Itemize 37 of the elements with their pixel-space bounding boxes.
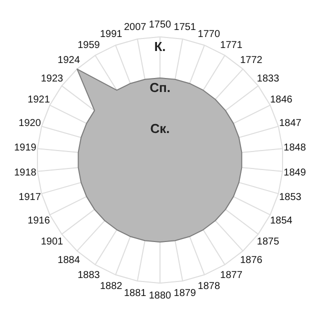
- spoke-label: 1846: [270, 94, 293, 106]
- spoke-label: 1919: [14, 142, 37, 154]
- spoke-label: 1750: [148, 20, 172, 31]
- spoke-label: 1923: [40, 73, 64, 84]
- spoke-label: 2007: [124, 22, 147, 33]
- spoke-label: 1854: [270, 215, 293, 226]
- spoke-label: 1833: [256, 73, 280, 84]
- spoke-label: 1918: [14, 167, 37, 178]
- spoke-label: 1847: [279, 118, 302, 129]
- spoke-label: 1771: [220, 40, 243, 51]
- spoke-label: 1875: [256, 236, 280, 248]
- spoke-label: 1853: [279, 192, 302, 204]
- spoke-label: 1884: [58, 255, 80, 266]
- spoke-label: 1921: [28, 94, 50, 106]
- spoke-label: 1770: [198, 28, 220, 40]
- spoke-label: 1751: [174, 22, 196, 33]
- spoke-label: 1877: [220, 270, 243, 282]
- spoke-label: 1880: [148, 290, 172, 302]
- spoke-label: 1991: [100, 28, 123, 40]
- spoke-label: 1878: [198, 281, 220, 292]
- spoke-label: 1916: [28, 215, 50, 226]
- spoke-label: 1848: [284, 142, 306, 154]
- spoke-label: 1876: [240, 255, 263, 266]
- y-tick-label: Сп.: [150, 80, 170, 95]
- spoke-label: 1883: [78, 270, 100, 282]
- spoke-label: 1879: [174, 288, 196, 300]
- spoke-label: 1901: [40, 236, 64, 248]
- spoke-label: 1924: [58, 54, 80, 66]
- spoke-label: 1920: [18, 118, 42, 129]
- y-tick-label: К.: [154, 38, 166, 54]
- spoke-label: 1772: [240, 54, 263, 66]
- spoke-label: 1959: [78, 40, 100, 51]
- spoke-label: 1881: [124, 288, 147, 300]
- spoke-label: 1849: [284, 167, 306, 178]
- spoke-label: 1917: [18, 192, 42, 204]
- spoke-label: 1882: [100, 281, 123, 292]
- y-tick-label: Ск.: [150, 120, 170, 136]
